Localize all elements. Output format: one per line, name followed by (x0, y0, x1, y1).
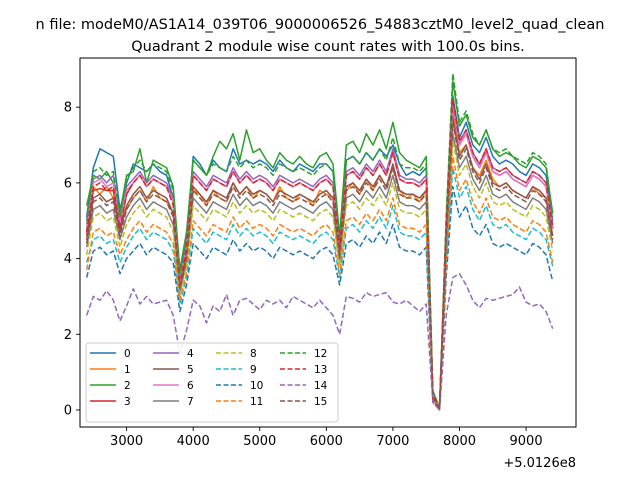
chart-title: Quadrant 2 module wise count rates with … (131, 39, 525, 55)
legend-label-6: 6 (187, 380, 194, 392)
y-tick-label: 4 (64, 252, 72, 267)
series-line-7 (85, 132, 554, 410)
legend-label-9: 9 (250, 364, 257, 376)
legend-label-4: 4 (187, 348, 194, 360)
y-axis: 0 2 4 6 8 (64, 101, 80, 418)
series-line-10 (85, 185, 554, 410)
legend-label-14: 14 (314, 380, 328, 392)
x-tick-label: 4000 (177, 434, 210, 449)
x-tick-label: 3000 (110, 434, 143, 449)
series-line-5 (85, 117, 554, 410)
y-tick-label: 8 (64, 101, 72, 116)
legend-label-10: 10 (250, 380, 263, 392)
series-line-12 (85, 72, 554, 409)
series-line-11 (85, 155, 554, 410)
y-tick-label: 0 (64, 403, 72, 418)
plot-frame (79, 57, 577, 428)
legend-label-5: 5 (187, 364, 194, 376)
x-tick-label: 7000 (376, 434, 409, 449)
legend-label-1: 1 (124, 364, 131, 376)
legend-label-3: 3 (124, 396, 131, 408)
x-tick-label: 6000 (310, 434, 343, 449)
series-layer (85, 72, 554, 411)
x-tick-label: 5000 (243, 434, 276, 449)
legend-label-13: 13 (314, 364, 327, 376)
series-line-0 (85, 95, 554, 409)
x-tick-label: 9000 (510, 434, 543, 449)
y-tick-label: 2 (64, 328, 72, 343)
legend-label-8: 8 (250, 348, 257, 360)
x-offset-label: +5.0126e8 (503, 456, 576, 471)
figure-suptitle: n file: modeM0/AS1A14_039T06_9000006526_… (36, 17, 605, 33)
legend-box (85, 342, 339, 423)
series-line-4 (85, 102, 554, 410)
y-tick-label: 6 (64, 176, 72, 191)
series-line-9 (85, 167, 554, 410)
legend-label-7: 7 (187, 396, 194, 408)
legend-label-15: 15 (314, 396, 327, 408)
x-axis: 3000 4000 5000 6000 7000 8000 9000 (110, 427, 543, 449)
legend-label-0: 0 (124, 348, 131, 360)
series-line-2 (85, 79, 554, 409)
x-tick-label: 8000 (443, 434, 476, 449)
series-line-15 (85, 121, 554, 410)
legend-label-2: 2 (124, 380, 131, 392)
series-line-13 (85, 98, 554, 410)
legend-label-11: 11 (250, 396, 263, 408)
series-line-8 (85, 140, 554, 410)
legend-label-12: 12 (314, 348, 327, 360)
series-line-14 (85, 272, 554, 411)
